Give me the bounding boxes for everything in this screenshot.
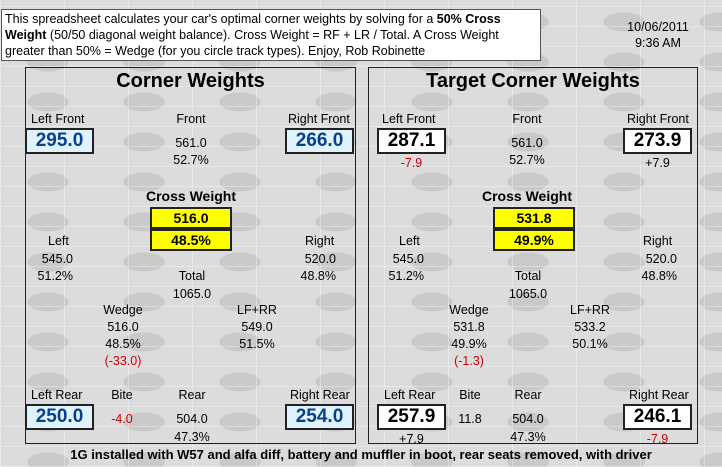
rear-total: 504.0 xyxy=(176,412,208,426)
target-rear-label: Rear xyxy=(514,388,542,402)
target-right-rear-delta: -7.9 xyxy=(646,432,669,446)
target-wedge-pct: 49.9% xyxy=(451,337,487,351)
date-stamp: 10/06/2011 9:36 AM xyxy=(610,19,706,51)
rear-label: Rear xyxy=(178,388,206,402)
target-right-front-value: 273.9 xyxy=(623,128,692,154)
date-text: 10/06/2011 xyxy=(627,20,689,34)
target-weights-title: Target Corner Weights xyxy=(426,70,640,92)
intro-bold: 50% Cross Weight xyxy=(5,12,501,42)
corner-weights-panel xyxy=(25,67,356,444)
target-right-front-delta: +7.9 xyxy=(645,156,670,170)
left-side-total: 545.0 xyxy=(41,252,73,266)
right-side-label: Right xyxy=(305,234,335,248)
target-front-total: 561.0 xyxy=(511,136,543,150)
target-right-rear-value: 246.1 xyxy=(623,404,692,430)
target-lfrr-value: 533.2 xyxy=(574,320,606,334)
target-left-front-value: 287.1 xyxy=(377,128,446,154)
target-right-side-label: Right xyxy=(643,234,673,248)
front-total: 561.0 xyxy=(175,136,207,150)
target-left-side-label: Left xyxy=(399,234,420,248)
target-front-label: Front xyxy=(512,112,542,126)
intro-text-2: (50/50 diagonal weight balance). Cross W… xyxy=(5,28,499,58)
left-front-label: Left Front xyxy=(31,112,85,126)
target-bite-label: Bite xyxy=(459,388,481,402)
target-right-rear-label: Right Rear xyxy=(629,388,689,402)
right-side-total: 520.0 xyxy=(304,252,336,266)
target-right-side-total: 520.0 xyxy=(645,252,677,266)
total-value: 1065.0 xyxy=(172,287,212,301)
lfrr-pct: 51.5% xyxy=(239,337,275,351)
target-left-rear-label: Left Rear xyxy=(384,388,436,402)
right-rear-input[interactable]: 254.0 xyxy=(285,404,354,430)
target-rear-total: 504.0 xyxy=(512,412,544,426)
target-lfrr-label: LF+RR xyxy=(570,303,610,317)
bite-value: -4.0 xyxy=(111,412,133,426)
target-left-rear-delta: +7.9 xyxy=(399,432,424,446)
target-cross-weight-pct: 49.9% xyxy=(493,229,575,251)
intro-text-1: This spreadsheet calculates your car's o… xyxy=(5,12,437,26)
wedge-pct: 48.5% xyxy=(105,337,141,351)
front-label: Front xyxy=(176,112,206,126)
target-front-pct: 52.7% xyxy=(509,153,545,167)
left-side-label: Left xyxy=(48,234,69,248)
rear-pct: 47.3% xyxy=(174,430,210,444)
setup-note: 1G installed with W57 and alfa diff, bat… xyxy=(70,447,652,462)
target-right-front-label: Right Front xyxy=(627,112,689,126)
left-rear-label: Left Rear xyxy=(31,388,83,402)
left-rear-input[interactable]: 250.0 xyxy=(25,404,94,430)
target-wedge-delta: (-1.3) xyxy=(454,354,484,368)
target-left-front-delta: -7.9 xyxy=(400,156,423,170)
cross-weight-value: 516.0 xyxy=(150,207,232,229)
target-rear-pct: 47.3% xyxy=(510,430,546,444)
bite-label: Bite xyxy=(111,388,133,402)
time-text: 9:36 AM xyxy=(635,36,681,50)
right-front-input[interactable]: 266.0 xyxy=(285,128,354,154)
wedge-delta: (-33.0) xyxy=(104,354,142,368)
target-total-label: Total xyxy=(514,269,542,283)
right-side-pct: 48.8% xyxy=(300,269,336,283)
target-weights-panel xyxy=(368,67,698,444)
target-total-value: 1065.0 xyxy=(508,287,548,301)
target-left-side-total: 545.0 xyxy=(392,252,424,266)
right-front-label: Right Front xyxy=(288,112,350,126)
target-cross-weight-label: Cross Weight xyxy=(482,188,572,204)
corner-weights-title: Corner Weights xyxy=(116,70,265,92)
total-label: Total xyxy=(178,269,206,283)
target-left-side-pct: 51.2% xyxy=(388,269,424,283)
wedge-label: Wedge xyxy=(103,303,143,317)
left-front-input[interactable]: 295.0 xyxy=(25,128,94,154)
intro-note: This spreadsheet calculates your car's o… xyxy=(1,9,541,61)
target-wedge-label: Wedge xyxy=(449,303,489,317)
cross-weight-pct: 48.5% xyxy=(150,229,232,251)
left-side-pct: 51.2% xyxy=(37,269,73,283)
target-right-side-pct: 48.8% xyxy=(641,269,677,283)
lfrr-value: 549.0 xyxy=(241,320,273,334)
cross-weight-label: Cross Weight xyxy=(146,188,236,204)
wedge-value: 516.0 xyxy=(107,320,139,334)
lfrr-label: LF+RR xyxy=(237,303,277,317)
target-left-front-label: Left Front xyxy=(382,112,436,126)
right-rear-label: Right Rear xyxy=(290,388,350,402)
target-wedge-value: 531.8 xyxy=(453,320,485,334)
target-left-rear-value: 257.9 xyxy=(377,404,446,430)
front-pct: 52.7% xyxy=(173,153,209,167)
target-lfrr-pct: 50.1% xyxy=(572,337,608,351)
target-bite-value: 11.8 xyxy=(458,412,482,426)
target-cross-weight-value: 531.8 xyxy=(493,207,575,229)
